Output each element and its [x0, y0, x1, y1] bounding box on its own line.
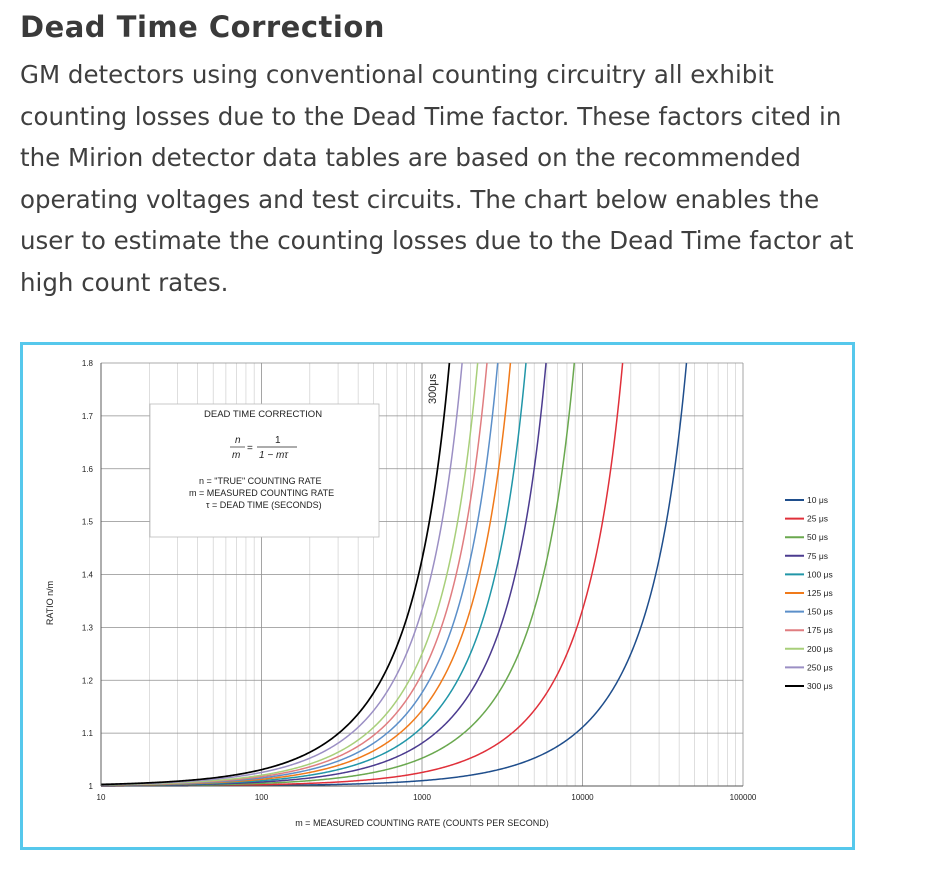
y-tick-label: 1.4 [82, 571, 94, 580]
dead-time-chart: DEAD TIME CORRECTION n m = 1 1 − mτ n = … [20, 342, 855, 850]
annotation-300us: 300μs [427, 373, 439, 404]
y-tick-label: 1.2 [82, 676, 94, 685]
formula-box-frame [149, 403, 380, 538]
y-tick-label: 1.3 [82, 623, 94, 632]
y-tick-label: 1.1 [82, 729, 94, 738]
y-tick-label: 1.7 [82, 412, 94, 421]
legend-label: 250 μs [807, 662, 833, 672]
legend-label: 300 μs [807, 681, 833, 691]
formula-lhs-numerator: n [235, 435, 241, 446]
x-tick-label: 100 [255, 793, 269, 802]
formula-equals: = [247, 443, 253, 454]
x-tick-label: 1000 [413, 793, 431, 802]
curves [100, 362, 688, 787]
legend-label: 175 μs [807, 625, 833, 635]
formula-box: DEAD TIME CORRECTION n m = 1 1 − mτ n = … [149, 403, 380, 538]
y-tick-label: 1.8 [82, 359, 94, 368]
y-axis-label: RATIO n/m [45, 581, 55, 625]
y-tick-label: 1 [89, 782, 94, 791]
section-body: GM detectors using conventional counting… [20, 60, 854, 297]
formula-def-n: n = "TRUE" COUNTING RATE [199, 476, 321, 486]
x-tick-label: 10 [97, 793, 106, 802]
formula-title: DEAD TIME CORRECTION [204, 409, 322, 420]
x-tick-label: 10000 [571, 793, 594, 802]
legend-label: 125 μs [807, 588, 833, 598]
formula-lhs-denominator: m [232, 450, 240, 461]
formula-def-m: m = MEASURED COUNTING RATE [189, 488, 334, 498]
legend-label: 50 μs [807, 532, 828, 542]
series-line [100, 362, 451, 786]
legend-label: 200 μs [807, 644, 833, 654]
y-tick-label: 1.6 [82, 465, 94, 474]
legend-label: 100 μs [807, 569, 833, 579]
x-axis-label: m = MEASURED COUNTING RATE (COUNTS PER S… [295, 818, 549, 828]
section-title: Dead Time Correction [20, 10, 385, 44]
formula-rhs-numerator: 1 [275, 435, 281, 446]
formula-def-tau: τ = DEAD TIME (SECONDS) [206, 500, 322, 510]
chart-svg: DEAD TIME CORRECTION n m = 1 1 − mτ n = … [45, 359, 833, 828]
legend: 10 μs 25 μs 50 μs 75 μs 100 μs 125 μs 150 μs 17… [785, 495, 833, 691]
legend-label: 10 μs [807, 495, 828, 505]
y-tick-label: 1.5 [82, 518, 94, 527]
legend-label: 25 μs [807, 514, 828, 524]
x-tick-label: 100000 [730, 793, 757, 802]
axes: 1 1.1 1.2 1.3 1.4 1.5 1.6 1.7 1.8 10 100 1000 10000 1… [82, 359, 757, 802]
formula-rhs-denominator: 1 − mτ [259, 450, 289, 461]
legend-label: 150 μs [807, 607, 833, 617]
legend-label: 75 μs [807, 551, 828, 561]
